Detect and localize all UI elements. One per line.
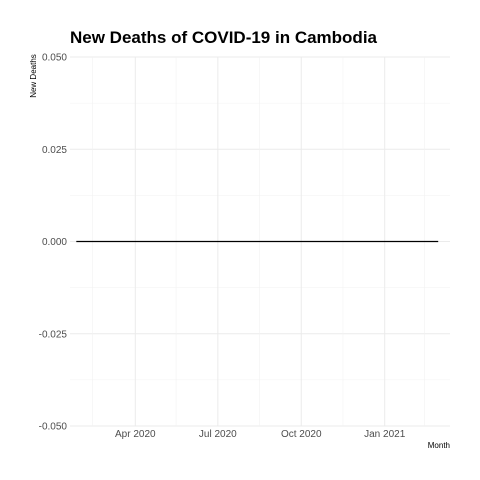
y-tick-label: 0.050 [42,53,67,64]
y-tick-label: -0.050 [39,422,68,433]
x-tick-label: Apr 2020 [115,429,156,440]
y-tick-label: -0.025 [39,329,68,340]
y-tick-label: 0.000 [42,237,67,248]
x-tick-label: Oct 2020 [281,429,322,440]
y-axis-ticks: -0.050 -0.025 0.000 0.025 0.050 [39,53,68,433]
x-axis-label: Month [428,441,450,450]
chart-title: New Deaths of COVID-19 in Cambodia [70,28,378,47]
x-axis-ticks: Apr 2020 Jul 2020 Oct 2020 Jan 2021 [115,429,406,440]
x-tick-label: Jul 2020 [199,429,237,440]
y-axis-label: New Deaths [29,54,38,98]
y-tick-label: 0.025 [42,145,67,156]
x-tick-label: Jan 2021 [364,429,406,440]
